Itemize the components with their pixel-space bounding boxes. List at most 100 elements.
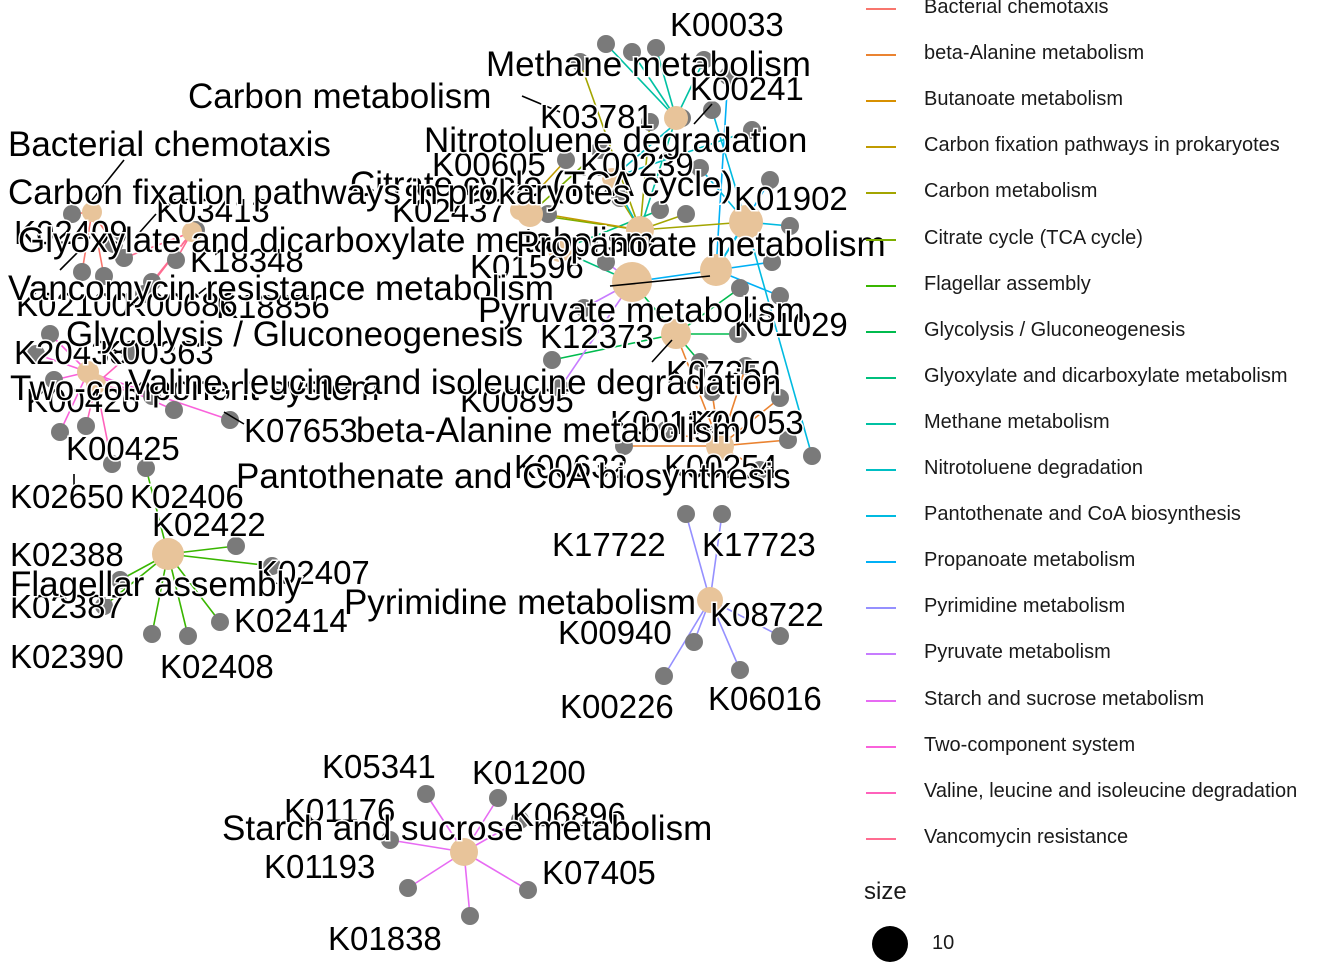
- gene-node: [761, 171, 779, 189]
- legend-item: Pantothenate and CoA biosynthesis: [862, 493, 1344, 539]
- legend-item-label: Carbon metabolism: [924, 180, 1098, 203]
- legend-item-label: Pyrimidine metabolism: [924, 595, 1126, 618]
- legend-color-key: [866, 146, 896, 149]
- gene-label: K00033: [670, 6, 784, 43]
- pathway-label: Vancomycin resistance metabolism: [8, 269, 554, 308]
- legend-item-label: beta-Alanine metabolism: [924, 42, 1145, 65]
- gene-label: K01200: [472, 754, 586, 791]
- gene-label: K02437: [392, 192, 506, 229]
- gene-label: K00053: [690, 404, 804, 441]
- label-leader-line: [693, 103, 713, 125]
- gene-label: K00239: [580, 146, 694, 183]
- legend-item-label: Glyoxylate and dicarboxylate metabolism: [924, 364, 1288, 387]
- gene-node: [135, 285, 153, 303]
- legend-item-label: Butanoate metabolism: [924, 88, 1124, 111]
- gene-label: K02414: [234, 602, 348, 639]
- gene-label: K00363: [100, 334, 214, 371]
- network-edge: [639, 221, 747, 231]
- pathway-label: Pyrimidine metabolism: [344, 583, 696, 622]
- network-edge: [715, 75, 729, 271]
- size-legend-dot: [872, 926, 908, 962]
- legend-item-label: Methane metabolism: [924, 410, 1110, 433]
- network-edge: [167, 553, 273, 567]
- gene-node: [731, 279, 749, 297]
- legend-item: Nitrotoluene degradation: [862, 447, 1344, 493]
- gene-node: [685, 633, 703, 651]
- network-edge: [631, 51, 677, 119]
- gene-node: [95, 267, 113, 285]
- legend-item: Valine, leucine and isoleucine degradati…: [862, 770, 1344, 816]
- network-edge: [123, 231, 193, 259]
- gene-node: [651, 201, 669, 219]
- legend-color-key: [866, 561, 896, 564]
- gene-node: [27, 345, 45, 363]
- gene-node: [519, 881, 537, 899]
- network-edge: [551, 333, 677, 361]
- gene-node: [737, 357, 755, 375]
- gene-label: K01902: [734, 180, 848, 217]
- gene-label: K02390: [10, 638, 124, 675]
- gene-label: K00632: [514, 448, 628, 485]
- gene-node: [543, 351, 561, 369]
- gene-node: [77, 417, 95, 435]
- gene-node: [221, 411, 239, 429]
- network-edge: [719, 365, 747, 447]
- gene-label: K02407: [256, 554, 370, 591]
- gene-node: [803, 447, 821, 465]
- gene-node: [571, 53, 589, 71]
- network-edge: [91, 211, 105, 277]
- gene-node: [677, 205, 695, 223]
- gene-node: [611, 189, 629, 207]
- legend-color-key: [866, 469, 896, 471]
- gene-node: [713, 505, 731, 523]
- gene-label: K01596: [470, 248, 584, 285]
- pathway-node: [697, 587, 723, 613]
- gene-node: [557, 151, 575, 169]
- size-legend-value: 10: [932, 932, 955, 954]
- gene-node: [623, 43, 641, 61]
- legend-item: Carbon fixation pathways in prokaryotes: [862, 124, 1344, 170]
- gene-label: K00686: [124, 286, 238, 323]
- gene-label: K01029: [734, 306, 848, 343]
- network-edge: [81, 211, 93, 273]
- gene-label: K02100: [16, 286, 130, 323]
- gene-node: [143, 625, 161, 643]
- gene-node: [489, 789, 507, 807]
- legend-item: Carbon metabolism: [862, 170, 1344, 216]
- gene-node: [641, 113, 659, 131]
- network-edge: [745, 221, 813, 457]
- gene-node: [121, 345, 139, 363]
- pathway-label: Starch and sucrose metabolism: [222, 809, 712, 848]
- network-edge: [605, 43, 677, 119]
- gene-label: K02406: [130, 478, 244, 515]
- gene-node: [719, 67, 737, 85]
- gene-node: [743, 121, 761, 139]
- gene-node: [179, 627, 197, 645]
- pathway-label: Pyruvate metabolism: [478, 291, 805, 330]
- gene-node: [105, 235, 123, 253]
- legend-item-label: Valine, leucine and isoleucine degradati…: [924, 779, 1298, 802]
- legend-item: Glycolysis / Gluconeogenesis: [862, 309, 1344, 355]
- pathway-node: [450, 838, 478, 866]
- network-edge: [95, 383, 113, 465]
- network-edge: [655, 47, 677, 119]
- gene-label: K01193: [264, 848, 375, 885]
- gene-label: K00605: [432, 146, 546, 183]
- network-edge: [559, 281, 633, 389]
- label-leader-line: [195, 287, 207, 297]
- network-edge: [579, 61, 641, 231]
- pathway-node: [612, 262, 652, 302]
- gene-label: K17723: [702, 526, 816, 563]
- legend-color-key: [866, 653, 896, 656]
- gene-node: [227, 537, 245, 555]
- network-edge: [685, 513, 711, 601]
- legend-item-label: Vancomycin resistance: [924, 825, 1129, 848]
- label-leader-line: [651, 339, 673, 363]
- legend-color-key: [866, 837, 896, 840]
- gene-label: K03781: [540, 98, 654, 135]
- gene-label: K08722: [710, 596, 824, 633]
- pathway-label: Two-component system: [10, 369, 380, 408]
- legend-color-key: [866, 192, 896, 195]
- gene-label: K05341: [322, 748, 436, 785]
- gene-node: [597, 35, 615, 53]
